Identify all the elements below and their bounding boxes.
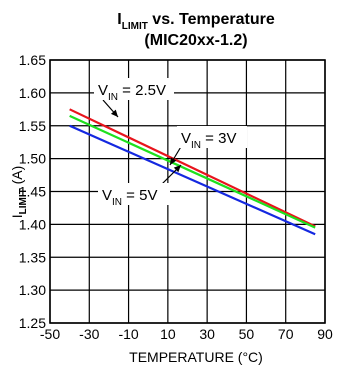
chart-title-main: I bbox=[117, 11, 121, 28]
annotation-label-subscript: IN bbox=[112, 197, 122, 208]
x-axis-label: TEMPERATURE (°C) bbox=[129, 349, 263, 365]
y-axis-label-rest: (A) bbox=[9, 166, 25, 189]
series-group bbox=[69, 108, 316, 236]
annotation-box bbox=[98, 183, 170, 205]
annotation-label-1: VIN = 2.5V bbox=[98, 82, 166, 103]
y-axis-label-subscript: LIMIT bbox=[18, 188, 29, 214]
x-tick-label: -30 bbox=[79, 326, 99, 342]
annotation-label-main: V bbox=[98, 82, 108, 99]
y-tick-label: 1.50 bbox=[19, 151, 46, 167]
annotation-label-subscript: IN bbox=[191, 140, 201, 151]
y-tick-label: 1.45 bbox=[19, 184, 46, 200]
y-axis-label: ILIMIT (A) bbox=[9, 166, 29, 219]
y-axis-label-main: I bbox=[9, 214, 25, 218]
annotation-arrowhead bbox=[170, 157, 177, 165]
x-tick-label: 50 bbox=[239, 326, 255, 342]
annotation-label-3: VIN = 5V bbox=[102, 187, 157, 208]
annotation-label-subscript: IN bbox=[108, 92, 118, 103]
y-tick-label: 1.35 bbox=[19, 249, 46, 265]
annotation-arrowhead bbox=[110, 109, 118, 117]
chart-title-subscript: LIMIT bbox=[122, 21, 148, 32]
chart-title: ILIMIT vs. Temperature bbox=[117, 11, 275, 32]
y-tick-label: 1.60 bbox=[19, 85, 46, 101]
chart-subtitle: (MIC20xx-1.2) bbox=[144, 32, 247, 49]
grid bbox=[49, 59, 326, 324]
annotation-label-main: V bbox=[181, 130, 191, 147]
annotation-label-rest: = 2.5V bbox=[118, 82, 166, 99]
x-tick-label: 30 bbox=[199, 326, 215, 342]
plot-frame bbox=[49, 59, 326, 324]
series-line-1 bbox=[69, 108, 316, 228]
chart-title-rest: vs. Temperature bbox=[148, 11, 275, 28]
tick-labels: 1.25 1.30 1.35 1.40 1.45 1.50 1.55 1.60 1.65 -50 -… bbox=[19, 52, 333, 342]
y-tick-label: 1.40 bbox=[19, 216, 46, 232]
series-line-2 bbox=[69, 114, 316, 229]
x-tick-label: 10 bbox=[160, 326, 176, 342]
y-tick-label: 1.65 bbox=[19, 52, 46, 68]
x-tick-label: -50 bbox=[40, 326, 60, 342]
y-tick-label: 1.55 bbox=[19, 118, 46, 134]
annotation-arrowhead bbox=[173, 165, 181, 173]
x-tick-label: 90 bbox=[317, 326, 333, 342]
y-tick-label: 1.30 bbox=[19, 282, 46, 298]
annotation-label-2: VIN = 3V bbox=[181, 130, 236, 151]
annotation-label-rest: = 3V bbox=[201, 130, 236, 147]
series-line-3 bbox=[69, 124, 316, 236]
x-tick-label: -10 bbox=[118, 326, 138, 342]
annotation-box bbox=[177, 126, 247, 148]
x-tick-label: 70 bbox=[278, 326, 294, 342]
y-tick-label: 1.25 bbox=[19, 315, 46, 331]
annotation-label-main: V bbox=[102, 187, 112, 204]
annotation-label-rest: = 5V bbox=[122, 187, 157, 204]
annotation-box bbox=[94, 78, 174, 100]
